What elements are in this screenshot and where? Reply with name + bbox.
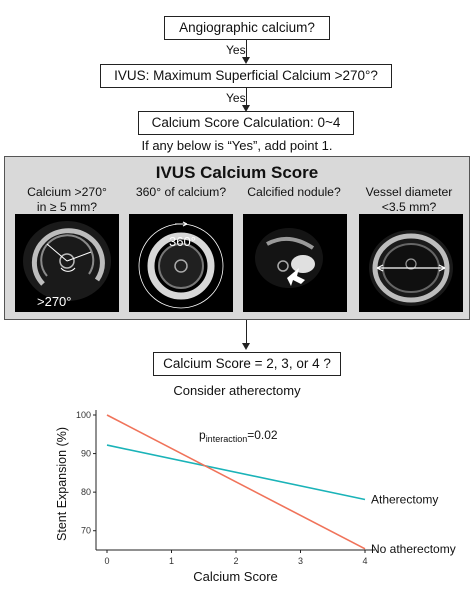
arrow-1	[246, 40, 247, 58]
chart-axes: 0 1 2 3 4 70 80 90 100	[76, 410, 375, 566]
add-point-note: If any below is “Yes”, add point 1.	[141, 138, 333, 153]
x-tick-label: 3	[298, 556, 303, 566]
y-axis-title: Stent Expansion (%)	[55, 427, 69, 541]
panel-4-caption-line2: <3.5 mm?	[381, 200, 437, 214]
calcium-score-question-box: Calcium Score = 2, 3, or 4 ?	[153, 352, 341, 376]
angiographic-calcium-label: Angiographic calcium?	[179, 20, 315, 35]
chart-series	[106, 414, 366, 550]
p-interaction-annotation: pinteraction=0.02	[199, 428, 278, 444]
yes-label-2: Yes	[226, 91, 246, 105]
arrow-2-head	[242, 105, 250, 112]
consider-atherectomy-text: Consider atherectomy	[173, 383, 301, 398]
series-label-atherectomy: Atherectomy	[371, 492, 438, 506]
panel-3-caption-line1: Calcified nodule?	[247, 185, 341, 199]
panel-3-caption: Calcified nodule?	[238, 185, 350, 200]
arc-overlay-label: >270°	[37, 294, 71, 309]
panel-2-caption-line1: 360° of calcium?	[135, 185, 227, 199]
ivus-image-calcium-arc: >270°	[15, 214, 119, 312]
chart-labels: Calcium Score Stent Expansion (%) pinterac…	[55, 427, 456, 584]
ivus-image-calcified-nodule	[243, 214, 347, 312]
panel-1-caption-line2: in ≥ 5 mm?	[36, 200, 98, 214]
series-line-no-atherectomy	[106, 414, 366, 550]
x-tick-label: 2	[233, 556, 238, 566]
calcium-score-calc-box: Calcium Score Calculation: 0~4	[138, 111, 354, 135]
ivus-image-360-calcium: 360°	[129, 214, 233, 312]
x-tick-label: 1	[169, 556, 174, 566]
ivus-max-calcium-box: IVUS: Maximum Superficial Calcium >270°?	[100, 64, 392, 88]
panel-1-caption: Calcium >270° in ≥ 5 mm?	[11, 185, 123, 215]
y-tick-label: 80	[81, 487, 91, 497]
x-axis-title: Calcium Score	[193, 569, 278, 584]
ivus-image-vessel-diameter	[359, 214, 463, 312]
y-tick-label: 70	[81, 526, 91, 536]
panel-2-caption: 360° of calcium?	[125, 185, 237, 200]
x-tick-label: 0	[104, 556, 109, 566]
stent-expansion-chart: 0 1 2 3 4 70 80 90 100 Calcium Score Stent Expans…	[55, 410, 456, 584]
panel-1-caption-line1: Calcium >270°	[27, 185, 107, 199]
ivus-calcium-score-panel: IVUS Calcium Score Calcium >270° in ≥ 5 …	[4, 156, 470, 320]
arrow-3	[246, 320, 247, 344]
series-label-no-atherectomy: No atherectomy	[371, 542, 456, 556]
series-line-atherectomy	[106, 444, 366, 501]
y-tick-label: 100	[76, 410, 91, 420]
arrow-1-head	[242, 57, 250, 64]
full-circle-overlay-label: 360°	[169, 234, 196, 249]
panel-4-caption: Vessel diameter <3.5 mm?	[353, 185, 465, 215]
calcium-score-question-label: Calcium Score = 2, 3, or 4 ?	[163, 356, 331, 371]
arrow-3-head	[242, 343, 250, 350]
ivus-panel-title: IVUS Calcium Score	[155, 163, 319, 182]
y-tick-label: 90	[81, 449, 91, 459]
panel-4-caption-line1: Vessel diameter	[365, 185, 453, 199]
x-tick-label: 4	[362, 556, 367, 566]
calcium-score-calc-label: Calcium Score Calculation: 0~4	[151, 115, 341, 130]
ivus-max-calcium-label: IVUS: Maximum Superficial Calcium >270°?	[114, 68, 378, 83]
angiographic-calcium-box: Angiographic calcium?	[164, 16, 330, 40]
yes-label-1: Yes	[226, 43, 246, 57]
arrow-2	[246, 88, 247, 106]
